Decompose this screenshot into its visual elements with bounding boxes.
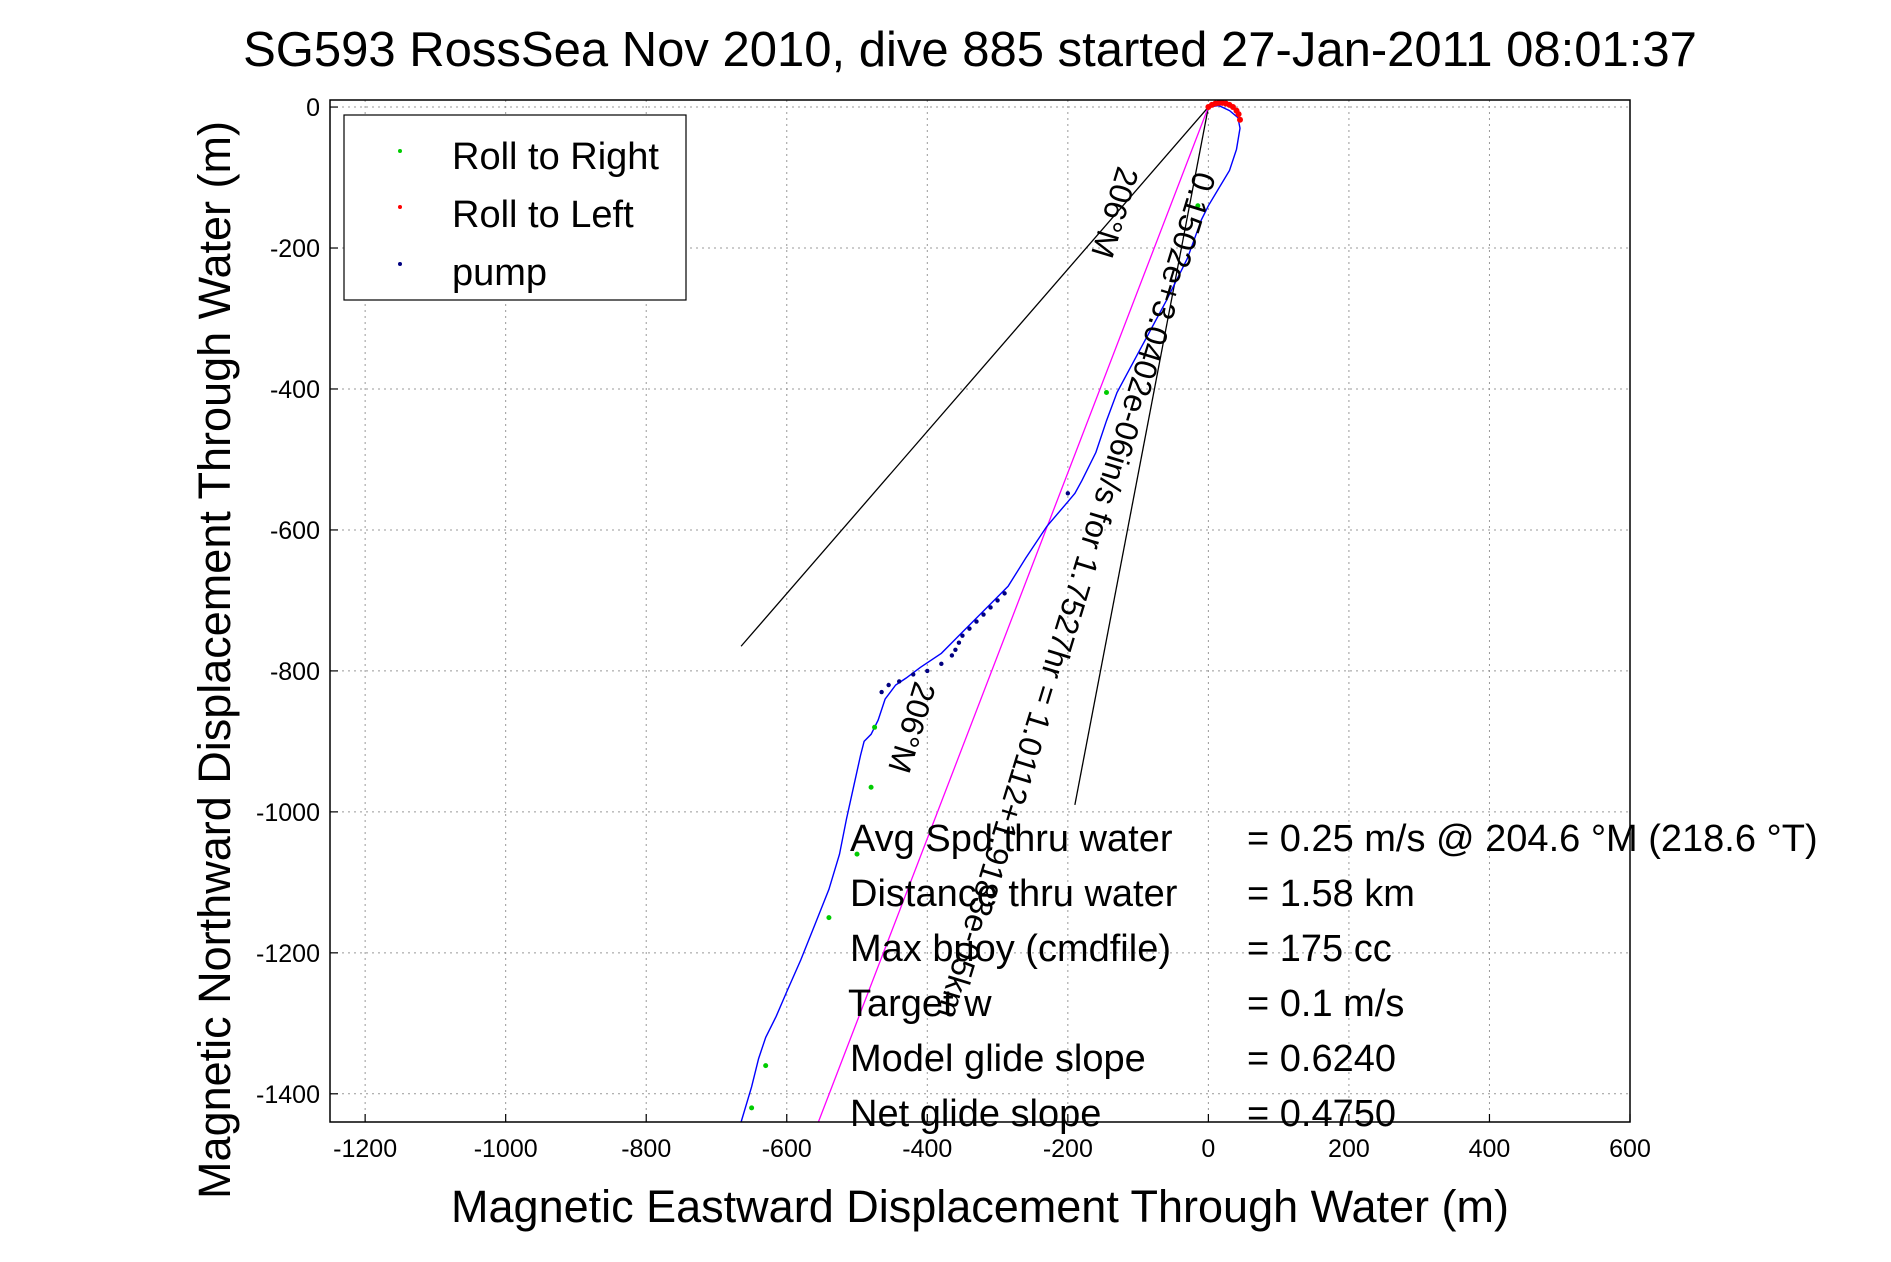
ticks: -1200 -1000 -800 -600 -400 -200 0 200 400 600 0 -20…: [256, 94, 1651, 1163]
series-line-track: [740, 104, 1241, 1123]
roll-right-point: [872, 724, 878, 730]
pump-point: [1065, 491, 1071, 496]
y-axis-label: Magnetic Northward Displacement Through …: [189, 121, 240, 1199]
pump-point: [981, 612, 986, 617]
y-tick-label: -600: [270, 517, 320, 545]
roll-left-point: [1235, 111, 1242, 118]
roll-right-point: [763, 1063, 769, 1069]
y-tick-label: -400: [270, 376, 320, 404]
stat-value-distance: = 1.58 km: [1247, 873, 1415, 915]
target-line: [817, 106, 1209, 1123]
x-tick-label: -1000: [474, 1135, 538, 1163]
roll-right-point: [854, 851, 860, 857]
pump-point: [949, 653, 955, 658]
x-tick-label: -1200: [333, 1135, 397, 1163]
wedge-line-right: [1074, 106, 1210, 805]
legend-label-pump: pump: [452, 252, 547, 294]
x-axis-label: Magnetic Eastward Displacement Through W…: [451, 1181, 1509, 1232]
wedge-lines: [740, 106, 1210, 1123]
x-tick-label: 200: [1328, 1135, 1370, 1163]
pump-point: [988, 605, 993, 610]
chart-title: SG593 RossSea Nov 2010, dive 885 started…: [243, 23, 1697, 77]
y-tick-label: -1000: [256, 799, 320, 827]
legend-label-roll-left: Roll to Left: [452, 194, 634, 236]
legend-marker-roll-right: [398, 149, 402, 153]
stat-label-avg-speed: Avg Spd thru water: [850, 818, 1173, 860]
stat-label-max-buoy: Max buoy (cmdfile): [850, 928, 1171, 970]
stat-label-target-w: Target w: [848, 983, 992, 1025]
pump-point: [960, 633, 965, 638]
pump-point: [886, 682, 891, 688]
stat-label-model-glide: Model glide slope: [850, 1038, 1146, 1080]
y-tick-label: 0: [306, 94, 320, 122]
pump-point: [953, 647, 958, 652]
roll-left-point: [1237, 116, 1243, 123]
stat-value-net-glide: = 0.4750: [1247, 1093, 1396, 1135]
pump-point: [1002, 591, 1007, 596]
pump-point: [925, 668, 930, 674]
y-tick-label: -1200: [256, 940, 320, 968]
x-tick-label: -800: [621, 1135, 671, 1163]
legend-label-roll-right: Roll to Right: [452, 136, 659, 178]
x-tick-label: -400: [902, 1135, 952, 1163]
pump-point: [911, 672, 916, 677]
x-tick-label: -600: [762, 1135, 812, 1163]
roll-right-point: [749, 1105, 755, 1111]
stat-value-avg-speed: = 0.25 m/s @ 204.6 °M (218.6 °T): [1247, 818, 1818, 860]
x-tick-label: 400: [1469, 1135, 1511, 1163]
roll-right-point: [1103, 390, 1109, 396]
pump-point: [956, 640, 962, 645]
pump-point: [879, 689, 884, 695]
legend: Roll to Right Roll to Left pump: [343, 114, 687, 301]
x-tick-label: 600: [1609, 1135, 1651, 1163]
stat-value-model-glide: = 0.6240: [1247, 1038, 1396, 1080]
wedge-line-left: [740, 106, 1209, 647]
legend-marker-roll-left: [398, 205, 402, 209]
roll-right-point: [1195, 203, 1201, 209]
plot-frame: [329, 99, 1631, 1123]
stat-value-max-buoy: = 175 cc: [1247, 928, 1392, 970]
x-tick-label: 0: [1201, 1135, 1215, 1163]
x-tick-label: -200: [1043, 1135, 1093, 1163]
stat-value-target-w: = 0.1 m/s: [1247, 983, 1404, 1025]
legend-marker-pump: [398, 262, 402, 266]
pump-point: [974, 619, 979, 624]
y-tick-label: -200: [270, 235, 320, 263]
pump-point: [995, 598, 1000, 603]
markers: [749, 99, 1243, 1111]
stat-label-net-glide: Net glide slope: [850, 1093, 1101, 1135]
pump-point: [967, 626, 972, 631]
roll-right-point: [826, 915, 832, 921]
stats-block: Avg Spd thru water = 0.25 m/s @ 204.6 °M…: [848, 818, 1818, 1135]
y-tick-label: -800: [270, 658, 320, 686]
stat-label-distance: Distance thru water: [850, 873, 1178, 915]
roll-right-point: [868, 784, 874, 790]
pump-point: [939, 661, 944, 667]
series: [740, 104, 1241, 1123]
y-tick-label: -1400: [256, 1081, 320, 1109]
pump-point: [896, 679, 902, 684]
